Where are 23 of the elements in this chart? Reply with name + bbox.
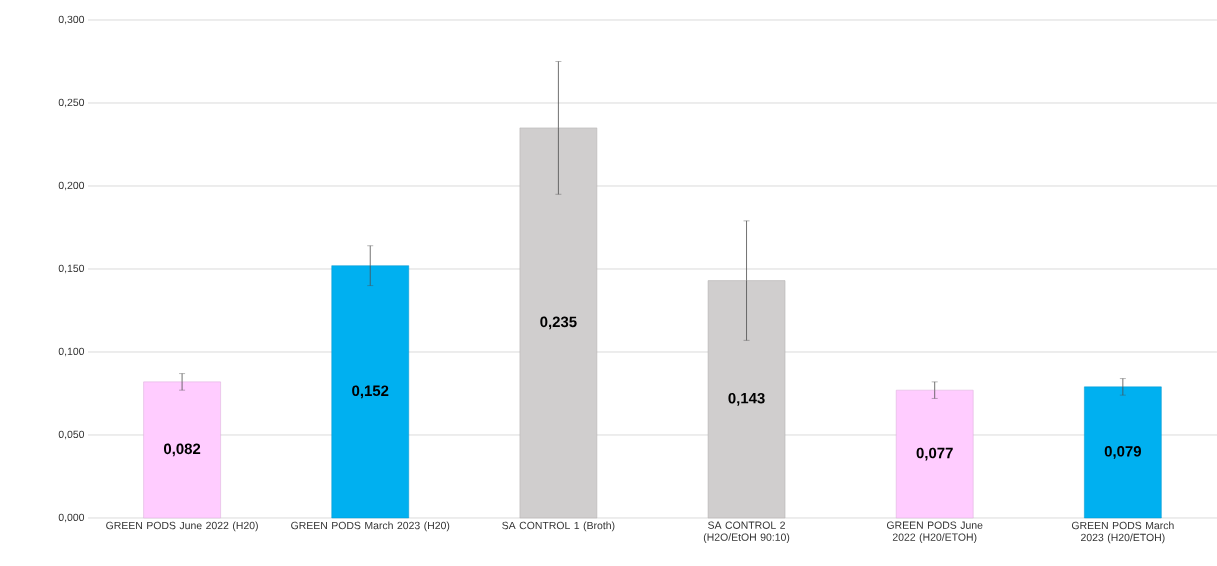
bar (1084, 386, 1162, 519)
bar (331, 265, 409, 519)
data-label: 0,235 (540, 316, 577, 330)
data-label: 0,079 (1104, 446, 1141, 459)
data-label: 0,152 (352, 385, 389, 399)
x-tick-label: GREEN PODS June 2022 (H20/ETOH) (886, 521, 983, 543)
bar (895, 389, 974, 519)
x-tick-label: SA CONTROL 2 (H2O/EtOH 90:10) (703, 521, 790, 543)
y-tick-label: 0,250 (58, 98, 85, 108)
y-tick-label: 0,050 (58, 430, 85, 440)
x-tick-label: GREEN PODS June 2022 (H20) (106, 521, 258, 532)
x-tick-label: SA CONTROL 1 (Broth) (502, 521, 615, 532)
x-tick-label: GREEN PODS March 2023 (H20) (291, 521, 450, 532)
y-tick-label: 0,150 (58, 264, 85, 274)
y-tick-label: 0,200 (58, 181, 85, 191)
data-label: 0,077 (916, 447, 953, 461)
x-tick-label: GREEN PODS March 2023 (H20/ETOH) (1071, 521, 1174, 544)
y-tick-label: 0,100 (58, 347, 85, 357)
y-tick-label: 0,000 (58, 513, 85, 523)
data-label: 0,143 (728, 392, 765, 406)
y-tick-label: 0,300 (58, 15, 85, 25)
data-label: 0,082 (163, 443, 201, 457)
bar (143, 381, 221, 519)
